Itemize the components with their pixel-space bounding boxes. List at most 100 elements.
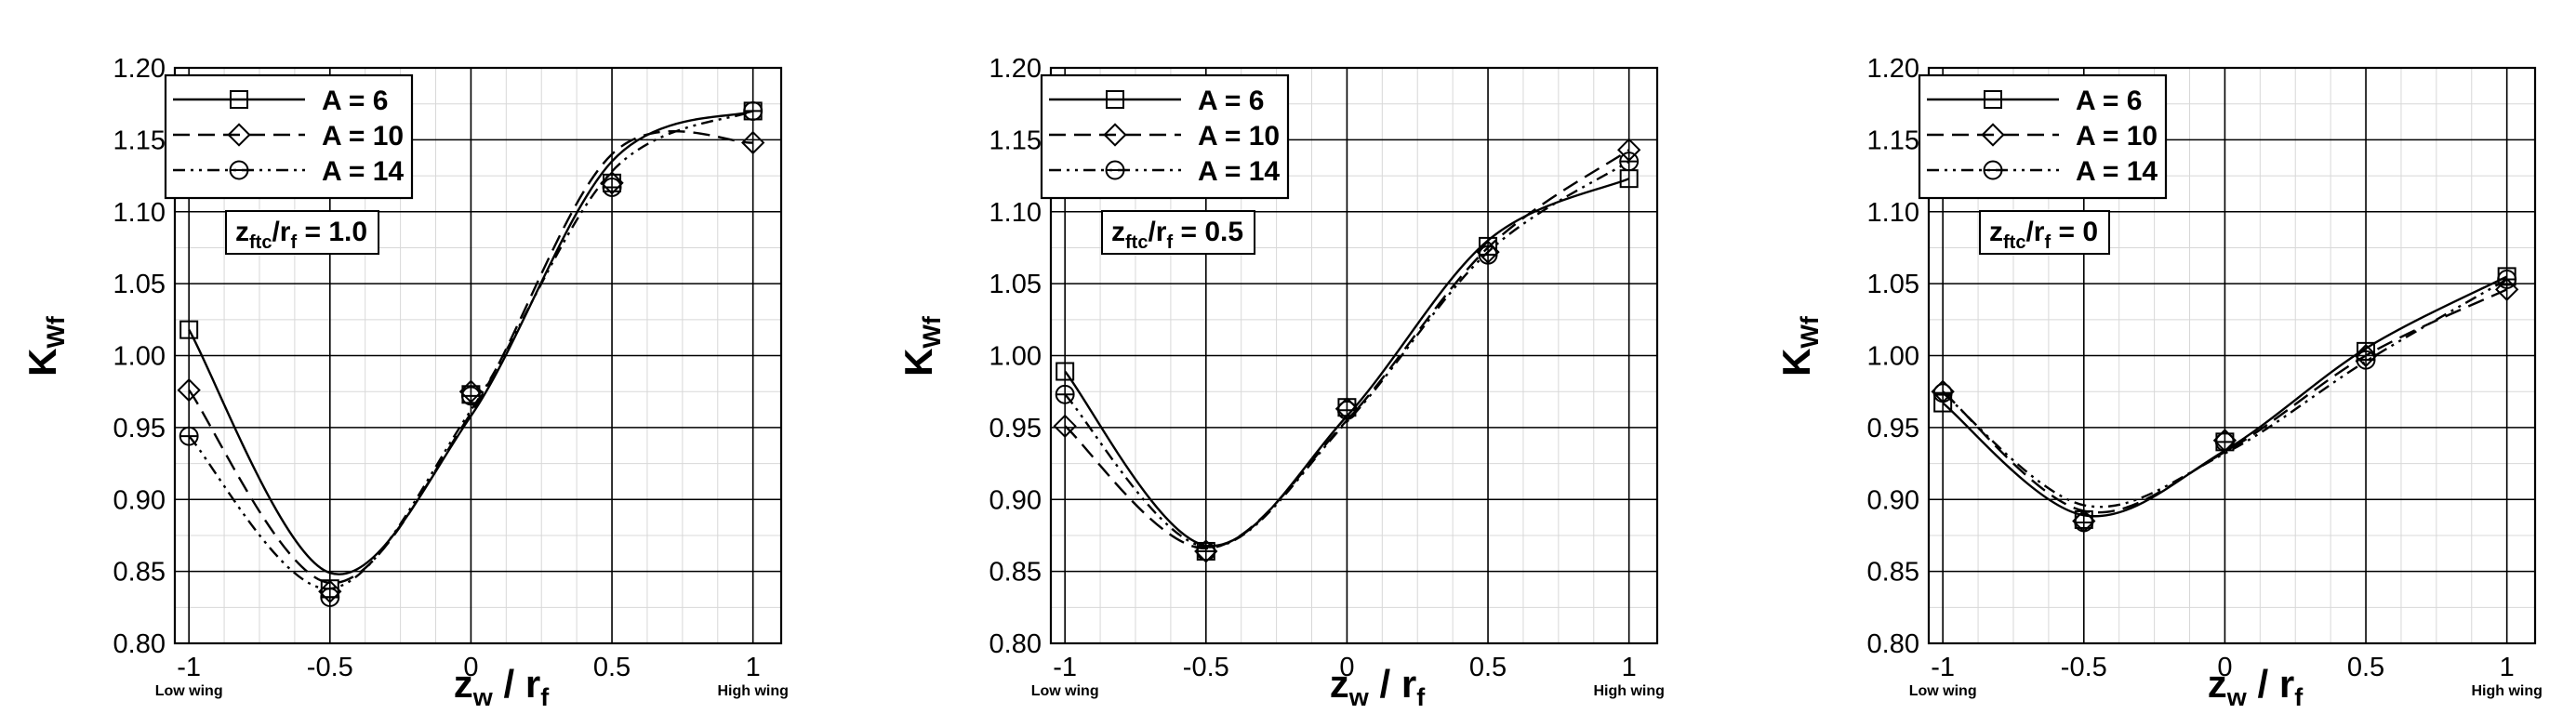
y-tick-label: 1.05 xyxy=(989,270,1042,299)
low-wing-label: Low wing xyxy=(155,683,223,699)
data-point-marker xyxy=(318,579,342,603)
y-tick-label: 1.15 xyxy=(113,126,166,155)
legend-label: A = 6 xyxy=(2076,86,2142,116)
annotation: zftc/rf = 1.0 xyxy=(225,210,380,255)
data-point-marker xyxy=(179,320,199,339)
data-point-marker xyxy=(179,426,199,446)
y-tick-label: 1.20 xyxy=(989,54,1042,84)
low-wing-label: Low wing xyxy=(1909,683,1977,699)
y-tick-label: 1.10 xyxy=(113,198,166,228)
x-tick-label: 1 xyxy=(1622,653,1637,682)
legend-box xyxy=(1918,73,2168,200)
data-point-marker xyxy=(1055,384,1075,404)
x-tick-label: 1 xyxy=(2500,653,2515,682)
plot-frame xyxy=(1049,66,1659,645)
annotation-text: zftc/rf = 0 xyxy=(1989,217,2098,253)
y-axis-label: KWf xyxy=(1774,315,1824,377)
legend: A = 6 A = 10 A = 14 xyxy=(1040,73,1290,200)
x-tick-label: -1 xyxy=(177,653,201,682)
annotation: zftc/rf = 0.5 xyxy=(1101,210,1256,255)
low-wing-label: Low wing xyxy=(1031,683,1099,699)
annotation-box xyxy=(225,210,380,255)
x-axis-label: zw / rf xyxy=(2208,662,2304,711)
plot-frame xyxy=(173,66,783,645)
y-tick-label: 0.95 xyxy=(1867,414,1919,443)
data-point-marker xyxy=(741,130,765,155)
y-tick-label: 1.10 xyxy=(1867,198,1919,228)
y-tick-label: 1.10 xyxy=(989,198,1042,228)
legend-marker xyxy=(1981,123,2005,147)
data-point-marker xyxy=(2214,431,2235,452)
y-tick-label: 0.80 xyxy=(1867,629,1919,659)
x-tick-label: 0 xyxy=(2217,653,2232,682)
data-point-marker xyxy=(2074,512,2094,533)
x-tick-label: 0.5 xyxy=(2347,653,2384,682)
legend-marker xyxy=(1106,90,1124,109)
series-3 xyxy=(179,100,764,607)
series-line xyxy=(188,110,754,590)
y-axis-label: KWf xyxy=(896,315,946,377)
x-tick-label: -0.5 xyxy=(307,653,353,682)
x-tick-label: 0 xyxy=(463,653,478,682)
data-point-marker xyxy=(1933,393,1953,413)
y-tick-label: 0.85 xyxy=(1867,558,1919,588)
legend-marker xyxy=(1983,160,2003,180)
legend-marker xyxy=(1984,90,2002,109)
x-tick-label: -0.5 xyxy=(1183,653,1229,682)
data-point-marker xyxy=(320,588,340,607)
x-tick-label: 1 xyxy=(746,653,761,682)
legend: A = 6 A = 10 A = 14 xyxy=(164,73,414,200)
annotation-text: zftc/rf = 0.5 xyxy=(1111,217,1243,253)
legend-label: A = 14 xyxy=(2076,156,2158,187)
x-axis-label: zw / rf xyxy=(454,662,550,711)
series-line xyxy=(1064,160,1630,549)
plot-frame xyxy=(1927,66,2537,645)
series-3 xyxy=(1932,270,2517,533)
data-point-marker xyxy=(1196,541,1216,562)
x-axis-label: zw / rf xyxy=(1330,662,1426,711)
data-point-marker xyxy=(1336,400,1357,420)
series-line xyxy=(188,110,754,575)
high-wing-label: High wing xyxy=(717,683,788,699)
legend-label: A = 10 xyxy=(2076,121,2158,152)
legend-label: A = 14 xyxy=(322,156,404,187)
y-tick-label: 1.05 xyxy=(113,270,166,299)
x-tick-label: -1 xyxy=(1931,653,1955,682)
chart-panel-3: 0.80 0.85 0.90 0.95 1.00 1.05 1.10 1.15 1.20 -1 -0… xyxy=(1774,54,2543,711)
data-point-marker xyxy=(600,171,624,195)
data-point-marker xyxy=(1617,138,1641,162)
legend-label: A = 14 xyxy=(1198,156,1280,187)
data-point-marker xyxy=(1932,383,1953,403)
annotation-text: zftc/rf = 1.0 xyxy=(235,217,367,253)
legend-label: A = 6 xyxy=(1198,86,1264,116)
data-point-marker xyxy=(458,379,484,403)
data-point-marker xyxy=(743,100,764,121)
data-point-marker xyxy=(2497,270,2517,289)
x-tick-label: 0.5 xyxy=(593,653,631,682)
annotation-box xyxy=(1101,210,1256,255)
data-point-marker xyxy=(177,377,201,403)
data-point-marker xyxy=(1053,414,1077,438)
x-tick-label: 0 xyxy=(1339,653,1354,682)
series-3 xyxy=(1055,152,1640,562)
y-tick-label: 1.20 xyxy=(113,54,166,84)
legend-label: A = 10 xyxy=(322,121,404,152)
data-point-marker xyxy=(1056,362,1075,381)
high-wing-label: High wing xyxy=(2471,683,2542,699)
legend-marker xyxy=(1103,123,1127,147)
chart-panel-2: 0.80 0.85 0.90 0.95 1.00 1.05 1.10 1.15 1.20 -1 -0… xyxy=(896,54,1665,711)
legend-marker xyxy=(227,123,251,147)
data-point-marker xyxy=(2356,350,2376,370)
legend-label: A = 6 xyxy=(322,86,388,116)
y-tick-label: 0.95 xyxy=(113,414,166,443)
legend-marker xyxy=(229,160,249,180)
y-tick-label: 0.85 xyxy=(989,558,1042,588)
x-tick-label: -0.5 xyxy=(2061,653,2107,682)
x-tick-label: -1 xyxy=(1053,653,1077,682)
y-tick-label: 1.15 xyxy=(1867,126,1919,155)
data-point-marker xyxy=(2354,343,2378,368)
annotation: zftc/rf = 0 xyxy=(1979,210,2111,255)
y-tick-label: 0.90 xyxy=(1867,485,1919,515)
legend-box xyxy=(1040,73,1290,200)
